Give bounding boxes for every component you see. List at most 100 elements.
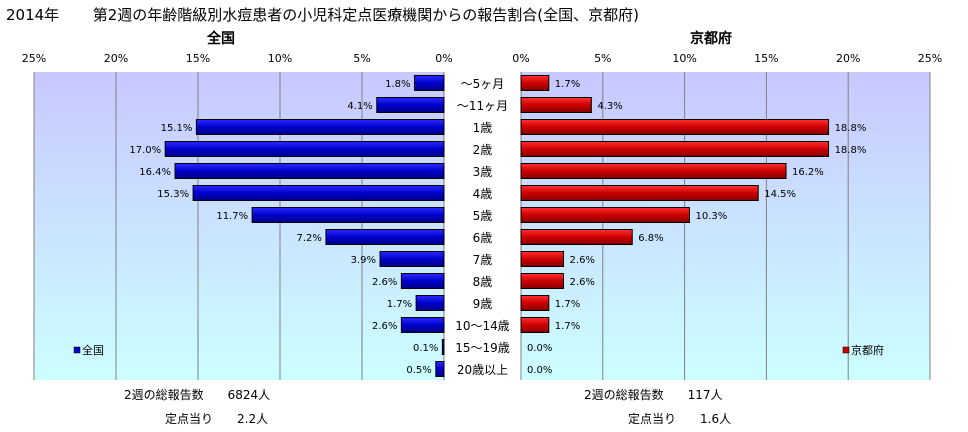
national-legend-label: 全国 — [82, 343, 104, 357]
national-data-label: 4.1% — [347, 101, 372, 112]
national-bar — [379, 251, 445, 267]
category-label: 6歳 — [473, 231, 493, 245]
x-tick-label: 10% — [268, 52, 292, 65]
national-data-label: 15.1% — [161, 123, 193, 134]
national-bar — [251, 207, 445, 223]
national-bar — [174, 163, 445, 179]
x-tick-label: 0% — [512, 52, 529, 65]
national-data-label: 2.6% — [372, 321, 397, 332]
national-bar — [413, 75, 445, 91]
kyoto-panel-title: 京都府 — [690, 31, 732, 47]
category-label: ～11ヶ月 — [457, 99, 508, 113]
kyoto-legend-swatch — [842, 346, 850, 354]
kyoto-bar — [520, 75, 550, 91]
kyoto-data-label: 2.6% — [570, 255, 595, 266]
category-label: 10～14歳 — [455, 319, 510, 333]
category-label: 3歳 — [473, 165, 493, 179]
chart-title-row: 2014年 第2週の年齢階級別水痘患者の小児科定点医療機関からの報告割合(全国、… — [6, 4, 639, 25]
kyoto-plot-area — [521, 72, 930, 380]
kyoto-data-label: 0.0% — [527, 365, 552, 376]
national-bar — [195, 119, 445, 135]
national-data-label: 2.6% — [372, 277, 397, 288]
national-data-label: 1.7% — [387, 299, 412, 310]
x-tick-label: 0% — [435, 52, 452, 65]
national-bar — [441, 339, 445, 355]
x-tick-label: 5% — [594, 52, 611, 65]
kyoto-data-label: 1.7% — [555, 299, 580, 310]
national-per-site: 定点当り 2.2人 — [165, 412, 269, 426]
kyoto-bar — [520, 141, 830, 157]
national-bar — [415, 295, 445, 311]
national-panel-title: 全国 — [207, 31, 235, 47]
chart-title: 第2週の年齢階級別水痘患者の小児科定点医療機関からの報告割合(全国、京都府) — [92, 6, 640, 24]
kyoto-data-label: 14.5% — [764, 189, 796, 200]
x-tick-label: 10% — [672, 52, 696, 65]
kyoto-data-label: 2.6% — [570, 277, 595, 288]
kyoto-bar — [520, 119, 830, 135]
national-data-label: 17.0% — [129, 145, 161, 156]
category-label: 2歳 — [473, 143, 493, 157]
national-bar — [400, 317, 445, 333]
x-tick-label: 15% — [186, 52, 210, 65]
year-label: 2014年 — [6, 6, 60, 24]
kyoto-bar — [520, 97, 592, 113]
national-bar — [376, 97, 445, 113]
x-tick-label: 25% — [918, 52, 942, 65]
national-total-reports: 2週の総報告数 6824人 — [124, 388, 271, 402]
kyoto-bar — [520, 207, 691, 223]
bars-layer: 1.8% 1.7% 4.1% 4.3% 15.1% 18.8% 17.0% 18.8% 16.4… — [129, 75, 867, 377]
category-labels: ～5ヶ月 ～11ヶ月 1歳 2歳 3歳 4歳 5歳 6歳 7歳 8歳 9歳 10～14歳 15～19歳 2… — [455, 77, 510, 377]
national-plot-area — [34, 72, 444, 380]
kyoto-total-reports: 2週の総報告数 117人 — [584, 388, 723, 402]
category-label: 15～19歳 — [455, 341, 510, 355]
national-bar — [192, 185, 445, 201]
x-tick-label: 20% — [104, 52, 128, 65]
x-tick-label: 5% — [353, 52, 370, 65]
kyoto-data-label: 18.8% — [835, 123, 867, 134]
category-label: 7歳 — [473, 253, 493, 267]
category-label: 20歳以上 — [457, 363, 508, 377]
kyoto-data-label: 1.7% — [555, 79, 580, 90]
category-label: 4歳 — [473, 187, 493, 201]
national-bar — [435, 361, 445, 377]
kyoto-bar — [520, 295, 550, 311]
national-bar — [164, 141, 445, 157]
category-label: 8歳 — [473, 275, 493, 289]
kyoto-bar — [520, 317, 550, 333]
national-data-label: 7.2% — [297, 233, 322, 244]
x-tick-label: 20% — [836, 52, 860, 65]
kyoto-bar — [520, 273, 565, 289]
kyoto-data-label: 6.8% — [638, 233, 663, 244]
kyoto-per-site: 定点当り 1.6人 — [628, 412, 732, 426]
category-label: 1歳 — [473, 121, 493, 135]
national-data-label: 0.1% — [413, 343, 438, 354]
national-data-label: 3.9% — [351, 255, 376, 266]
kyoto-data-label: 18.8% — [835, 145, 867, 156]
kyoto-data-label: 1.7% — [555, 321, 580, 332]
kyoto-data-label: 4.3% — [597, 101, 622, 112]
kyoto-bar — [520, 251, 565, 267]
national-data-label: 0.5% — [406, 365, 431, 376]
national-data-label: 11.7% — [216, 211, 248, 222]
national-legend-swatch — [73, 346, 81, 354]
category-label: ～5ヶ月 — [461, 77, 505, 91]
kyoto-data-label: 16.2% — [792, 167, 824, 178]
kyoto-bar — [520, 229, 633, 245]
national-data-label: 15.3% — [157, 189, 189, 200]
national-bar — [325, 229, 445, 245]
kyoto-bar — [520, 185, 759, 201]
national-data-label: 1.8% — [385, 79, 410, 90]
category-label: 9歳 — [473, 297, 493, 311]
category-label: 5歳 — [473, 209, 493, 223]
x-tick-label: 25% — [22, 52, 46, 65]
x-tick-label: 15% — [754, 52, 778, 65]
kyoto-legend-label: 京都府 — [851, 343, 884, 357]
kyoto-bar — [520, 163, 787, 179]
x-axis-ticks: 0% 0% 5% 5% 10% 10% 15% 15% 20% 20% 25% 25% — [22, 52, 942, 65]
national-bar — [400, 273, 445, 289]
national-data-label: 16.4% — [139, 167, 171, 178]
kyoto-data-label: 10.3% — [696, 211, 728, 222]
kyoto-data-label: 0.0% — [527, 343, 552, 354]
